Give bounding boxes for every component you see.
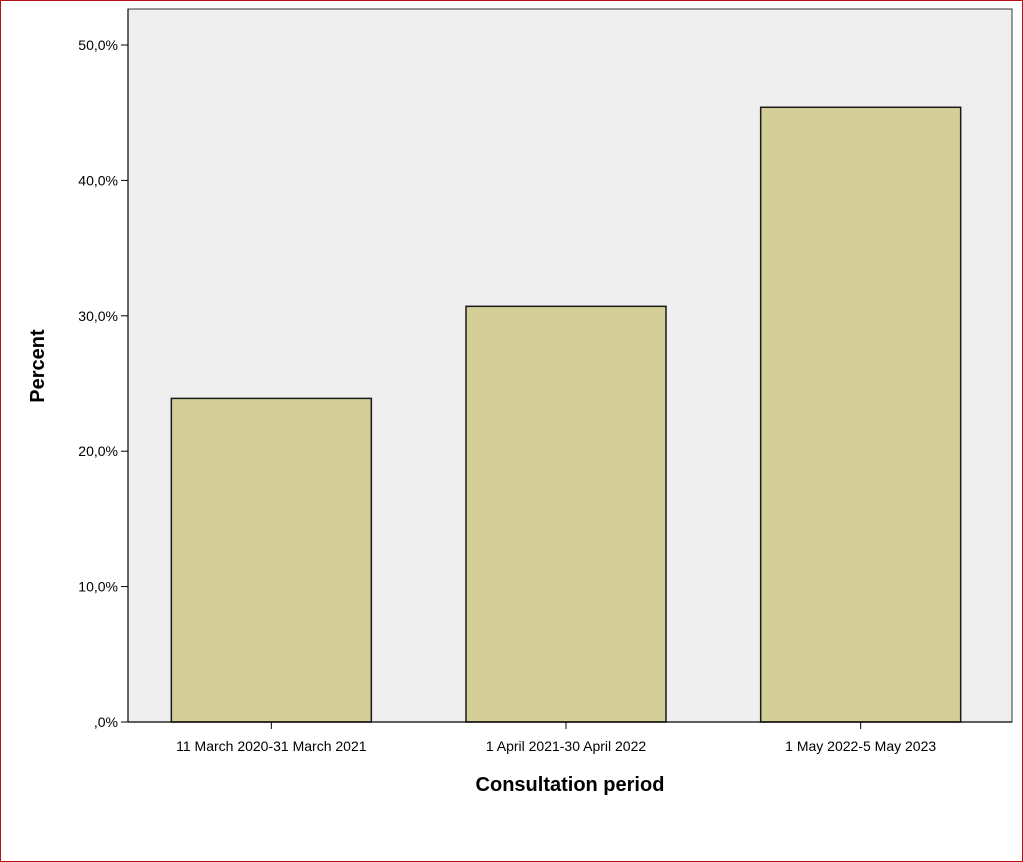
y-tick-label: 20,0% <box>78 443 118 459</box>
y-tick-label: 30,0% <box>78 308 118 324</box>
x-axis-ticks: 11 March 2020-31 March 2021 1 April 2021-… <box>176 722 936 754</box>
y-axis-title: Percent <box>27 329 49 403</box>
x-tick-label: 1 May 2022-5 May 2023 <box>785 738 936 754</box>
bars <box>170 106 962 723</box>
y-axis-ticks: ,0% 10,0% 20,0% 30,0% 40,0% 50,0% <box>78 37 128 730</box>
x-axis-title: Consultation period <box>476 774 665 796</box>
y-tick-label: 10,0% <box>78 579 118 595</box>
y-tick-label: ,0% <box>94 714 118 730</box>
bar <box>759 106 962 723</box>
x-tick-label: 1 April 2021-30 April 2022 <box>486 738 647 754</box>
bar <box>465 305 667 723</box>
y-tick-label: 50,0% <box>78 37 118 53</box>
y-tick-label: 40,0% <box>78 172 118 188</box>
x-tick-label: 11 March 2020-31 March 2021 <box>176 738 367 754</box>
bar <box>170 397 373 723</box>
